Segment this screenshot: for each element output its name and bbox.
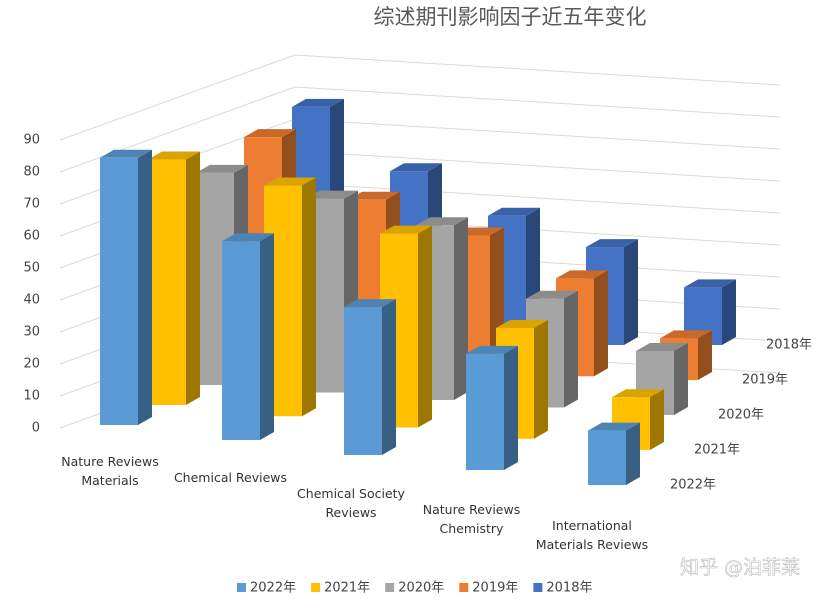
y-tick-label: 70 — [23, 197, 40, 212]
legend-label: 2020年 — [398, 581, 444, 596]
bar — [222, 241, 260, 440]
depth-label: 2018年 — [766, 338, 812, 353]
bar-side — [534, 320, 548, 439]
bar-top — [466, 345, 518, 354]
bar-side — [624, 239, 638, 345]
bar-top — [684, 279, 736, 288]
bar-side — [302, 177, 316, 417]
depth-label: 2021年 — [694, 443, 740, 458]
bar-top — [306, 190, 358, 199]
bar-top — [344, 299, 396, 308]
bar-side — [138, 149, 152, 426]
bar-top — [264, 177, 316, 186]
chart-title: 综述期刊影响因子近五年变化 — [374, 5, 647, 29]
y-tick-label: 40 — [23, 293, 40, 308]
bar-side — [382, 299, 396, 455]
bar-top — [526, 290, 578, 299]
grid-line — [59, 54, 781, 141]
legend-swatch — [533, 583, 543, 592]
bar-top — [416, 217, 468, 226]
y-tick-label: 90 — [23, 133, 40, 148]
bar-top — [586, 239, 638, 248]
bar-side — [594, 270, 608, 377]
y-tick-label: 20 — [23, 357, 40, 372]
legend-label: 2022年 — [250, 581, 296, 596]
bar-side — [650, 389, 664, 450]
bar-side — [698, 330, 712, 380]
bar-top — [556, 270, 608, 279]
watermark: 知乎 @泊菲莱 — [680, 557, 800, 579]
x-tick-label: International Materials Reviews — [535, 518, 649, 552]
grid-line — [59, 86, 781, 173]
bar-top — [390, 163, 442, 172]
bar — [466, 353, 504, 470]
bar-top — [612, 389, 664, 398]
y-tick-label: 60 — [23, 229, 40, 244]
bar-top — [660, 330, 712, 339]
y-tick-label: 10 — [23, 389, 40, 404]
x-tick-label: Nature Reviews Chemistry — [422, 502, 521, 536]
bar-top — [148, 151, 200, 160]
y-tick-label: 0 — [32, 421, 40, 436]
bar-top — [488, 207, 540, 216]
bar — [344, 307, 382, 455]
legend-label: 2019年 — [472, 581, 518, 596]
bar-side — [626, 422, 640, 485]
bar-side — [504, 345, 518, 470]
bar-top — [222, 233, 274, 242]
bar-top — [196, 164, 248, 173]
bar-side — [454, 217, 468, 400]
bar-side — [260, 233, 274, 440]
bar-top — [244, 129, 296, 138]
bar-side — [186, 151, 200, 405]
y-tick-label: 50 — [23, 261, 40, 276]
bar-side — [674, 343, 688, 415]
bar-top — [636, 343, 688, 351]
bar — [588, 430, 626, 485]
bar-top — [496, 320, 548, 329]
y-tick-label: 30 — [23, 325, 40, 340]
bar — [100, 157, 138, 426]
depth-label: 2022年 — [670, 478, 716, 493]
legend-swatch — [311, 583, 321, 592]
bar-top — [348, 191, 400, 200]
depth-label: 2020年 — [718, 408, 764, 423]
bar — [148, 159, 186, 405]
legend: 2022年 2021年 2020年 2019年 2018年 — [237, 581, 592, 596]
bar-top — [588, 422, 640, 431]
depth-label: 2019年 — [742, 373, 788, 388]
bar-side — [418, 225, 432, 428]
legend-swatch — [385, 583, 395, 592]
legend-label: 2021年 — [324, 581, 370, 596]
bar-top — [292, 98, 344, 107]
legend-swatch — [459, 583, 469, 592]
x-tick-label: Nature Reviews Materials — [61, 454, 159, 488]
legend-swatch — [237, 583, 246, 592]
x-tick-label: Chemical Reviews — [173, 470, 288, 485]
bar-top — [380, 225, 432, 234]
bar-top — [100, 149, 152, 158]
bar-side — [722, 279, 736, 345]
bar-side — [564, 290, 578, 408]
x-tick-label: Chemical Society Reviews — [297, 486, 405, 520]
legend-label: 2018年 — [546, 581, 592, 596]
y-tick-label: 80 — [23, 165, 40, 180]
